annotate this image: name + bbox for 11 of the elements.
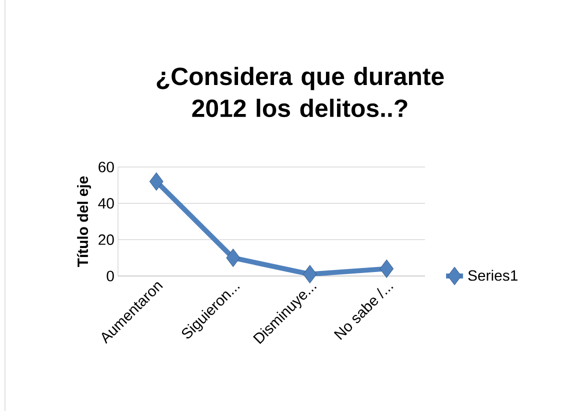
y-axis-title: Título del eje (76, 176, 92, 267)
point (226, 248, 240, 268)
point (302, 264, 317, 284)
y-tick-label: 40 (98, 198, 114, 209)
chart-title: ¿Considera que durante 2012 los delitos..? (156, 66, 444, 118)
point (380, 260, 394, 278)
y-tick-label: 60 (98, 162, 114, 172)
y-tick-label: 0 (106, 270, 114, 282)
point (149, 172, 164, 191)
y-tick-label: 20 (98, 234, 114, 245)
legend-label: Series1 (468, 270, 518, 281)
